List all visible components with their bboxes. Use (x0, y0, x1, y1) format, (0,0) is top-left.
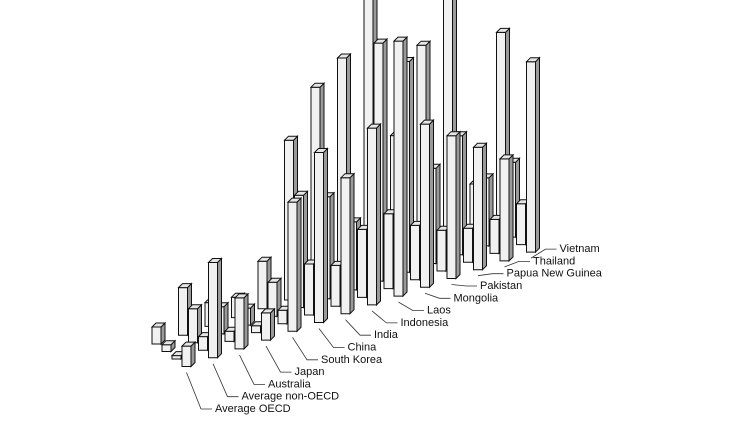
bar-1-1 (150, 321, 167, 346)
label-leader-14 (530, 248, 557, 259)
category-label-6: China (348, 342, 378, 354)
bar-14-4 (525, 56, 541, 254)
bar-10-4 (419, 118, 435, 289)
category-label-1: Average OECD (215, 403, 291, 415)
bar-11-4 (445, 130, 462, 280)
category-label-5: South Korea (321, 354, 383, 366)
category-label-4: Japan (295, 366, 325, 378)
label-leader-3 (239, 354, 265, 385)
category-label-9: Laos (427, 305, 451, 317)
bar-8-4 (366, 122, 382, 307)
bars-layer (150, 0, 541, 368)
category-label-8: Indonesia (401, 317, 450, 329)
bar-13-4 (498, 153, 515, 263)
bar-6-4 (313, 147, 329, 324)
label-leader-13 (504, 260, 530, 268)
label-leader-10 (424, 292, 451, 299)
bar-3-4 (233, 292, 250, 351)
category-label-12: Papua New Guinea (507, 268, 603, 280)
label-leader-6 (318, 328, 345, 348)
bar-4-4 (260, 307, 276, 342)
label-leader-5 (292, 337, 318, 361)
bar-1-4 (180, 340, 197, 368)
label-leader-4 (265, 345, 292, 373)
label-leader-2 (212, 363, 239, 398)
category-label-14: Vietnam (560, 243, 600, 255)
category-label-11: Pakistan (480, 280, 522, 292)
label-leader-7 (345, 319, 371, 336)
label-leader-8 (371, 310, 398, 324)
bar-9-4 (392, 35, 409, 298)
label-leader-1 (186, 372, 212, 410)
category-label-10: Mongolia (454, 292, 500, 304)
category-label-7: India (374, 329, 399, 341)
bar-2-4 (207, 257, 223, 359)
bar-7-4 (339, 172, 356, 315)
bar-1-2 (160, 339, 177, 353)
label-leader-12 (477, 273, 504, 277)
bar-12-4 (472, 142, 488, 271)
category-label-13: Thailand (533, 255, 575, 267)
category-label-3: Australia (268, 378, 312, 390)
label-leader-9 (398, 301, 424, 312)
bar-5-4 (286, 196, 303, 333)
label-leader-11 (451, 284, 477, 287)
category-label-2: Average non-OECD (242, 391, 340, 403)
